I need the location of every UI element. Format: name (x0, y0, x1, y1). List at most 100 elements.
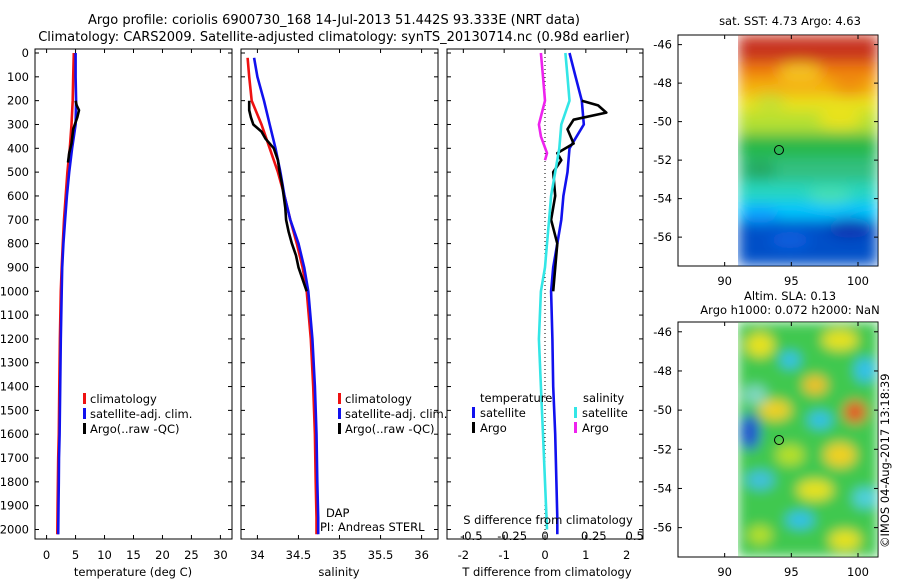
x-tick-label-top: -0.5 (460, 529, 482, 543)
map-y-tick-label: -48 (653, 364, 672, 378)
depth-tick-label: 1900 (0, 499, 29, 513)
depth-tick-label: 1300 (0, 356, 29, 370)
x-tick-label-top: 0 (541, 529, 548, 543)
series-line-argo-raw-qc- (247, 100, 308, 292)
x-tick-label: 34.5 (286, 548, 312, 562)
x-tick-label-top: 0.25 (581, 529, 607, 543)
legend-swatch-climatology (338, 393, 341, 404)
dap-label: DAP (326, 506, 350, 520)
legend-label-satellite: satellite-adj. clim. (90, 407, 192, 421)
depth-tick-label: 1800 (0, 475, 29, 489)
map-y-tick-label: -52 (653, 153, 672, 167)
x-tick-label: 0 (43, 548, 50, 562)
salinity-xlabel: salinity (318, 565, 359, 579)
map-x-tick-label: 100 (847, 565, 869, 579)
temperature-panel: 0 5 10 15 20 25 30 (35, 49, 232, 562)
depth-tick-label: 800 (7, 237, 29, 251)
legend-swatch-satellite (338, 408, 341, 419)
series-line-satellite-adj-clim- (252, 57, 320, 535)
depth-tick-label: 1000 (0, 284, 29, 298)
legend-label-argo: Argo(..raw -QC) (345, 422, 435, 436)
legend-label-satellite: satellite-adj. clim. (345, 407, 447, 421)
sst-map-field (738, 35, 878, 266)
salinity-panel: 34 34.5 35 35.5 36 (241, 49, 438, 562)
legend-label-climatology: climatology (345, 392, 412, 406)
temperature-legend: climatology satellite-adj. clim. Argo(..… (83, 392, 192, 436)
argo-position-marker (774, 145, 784, 155)
sla-map: 90 95 100 -46 -48 -50 -52 -54 -56 (653, 321, 879, 579)
map-y-tick-label: -56 (653, 230, 672, 244)
x-tick-label: 30 (213, 548, 228, 562)
depth-tick-label: 1700 (0, 451, 29, 465)
legend-label-climatology: climatology (90, 392, 157, 406)
difference-panel: -2 -1 0 1 2 -0.5 -0.25 0 0.25 0.5 (447, 49, 644, 562)
x-tick-label: -1 (498, 548, 509, 562)
x-tick-label-top: 0.5 (626, 529, 644, 543)
salinity-legend: climatology satellite-adj. clim. Argo(..… (338, 392, 447, 436)
sst-map: 90 95 100 -46 -48 -50 -52 -54 -56 (653, 34, 879, 288)
sla-map-field (738, 322, 878, 557)
depth-tick-label: 700 (7, 213, 29, 227)
series-line-salinity-satellite (537, 52, 571, 530)
map-y-tick-label: -54 (653, 481, 672, 495)
legend-label-sal-argo: Argo (582, 421, 609, 435)
series-line-temperature-satellite (549, 52, 586, 535)
map-x-tick-label: 90 (717, 274, 732, 288)
sst-map-title: sat. SST: 4.73 Argo: 4.63 (719, 14, 861, 28)
x-tick-label: 5 (72, 548, 79, 562)
x-tick-label: -2 (458, 548, 469, 562)
depth-tick-label: 1100 (0, 308, 29, 322)
legend-swatch-satellite (83, 408, 86, 419)
map-y-tick-label: -50 (653, 403, 672, 417)
depth-tick-label: 1400 (0, 380, 29, 394)
legend-label-temp-argo: Argo (480, 421, 507, 435)
sla-map-title-line1: Altim. SLA: 0.13 (744, 289, 836, 303)
depth-tick-label: 900 (7, 260, 29, 274)
x-tick-label-top: -0.25 (497, 529, 527, 543)
x-tick-label: 2 (623, 548, 630, 562)
depth-tick-label: 1500 (0, 403, 29, 417)
depth-tick-label: 1600 (0, 427, 29, 441)
legend-swatch-temp-satellite (472, 407, 475, 418)
x-tick-label: 15 (126, 548, 141, 562)
legend-label-temp-satellite: satellite (480, 406, 526, 420)
map-y-tick-label: -52 (653, 442, 672, 456)
map-y-tick-label: -54 (653, 192, 672, 206)
legend-swatch-sal-satellite (574, 407, 577, 418)
map-x-tick-label: 95 (784, 274, 799, 288)
x-tick-label: 10 (97, 548, 112, 562)
series-line-argo-raw-qc- (66, 100, 81, 163)
depth-tick-label: 400 (7, 141, 29, 155)
depth-tick-label: 0 (22, 46, 29, 60)
sla-map-axes: 90 95 100 -46 -48 -50 -52 -54 -56 (653, 322, 878, 579)
sst-map-axes: 90 95 100 -46 -48 -50 -52 -54 -56 (653, 35, 878, 288)
map-x-tick-label: 90 (717, 565, 732, 579)
pi-label: PI: Andreas STERL (320, 520, 425, 534)
legend-swatch-argo (338, 423, 341, 434)
legend-label-argo: Argo(..raw -QC) (90, 422, 180, 436)
depth-tick-label: 200 (7, 94, 29, 108)
temperature-panel-frame (34, 48, 233, 540)
series-line-climatology (246, 57, 318, 535)
map-x-tick-label: 100 (847, 274, 869, 288)
depth-tick-label: 2000 (0, 523, 29, 537)
legend-swatch-climatology (83, 393, 86, 404)
legend-title-temperature: temperature (480, 391, 552, 405)
depth-tick-label: 500 (7, 165, 29, 179)
x-tick-label: 35.5 (368, 548, 394, 562)
x-tick-label: 1 (582, 548, 589, 562)
x-tick-label: 36 (414, 548, 429, 562)
map-y-tick-label: -48 (653, 76, 672, 90)
figure-title-line2: Climatology: CARS2009. Satellite-adjuste… (38, 30, 630, 45)
legend-swatch-sal-argo (574, 422, 577, 433)
depth-tick-label: 300 (7, 117, 29, 131)
map-y-tick-label: -50 (653, 115, 672, 129)
map-x-tick-label: 95 (784, 565, 799, 579)
series-line-temperature-argo (549, 99, 608, 292)
map-y-tick-label: -56 (653, 521, 672, 535)
imos-timestamp: ©IMOS 04-Aug-2017 13:18:39 (878, 373, 892, 548)
depth-axis: 0 100 200 300 400 500 600 700 800 900 1000 1100 1200… (0, 46, 29, 537)
legend-title-salinity: salinity (583, 391, 624, 405)
difference-legend: temperature salinity satellite Argo sate… (472, 391, 628, 435)
x-tick-label: 34 (250, 548, 265, 562)
